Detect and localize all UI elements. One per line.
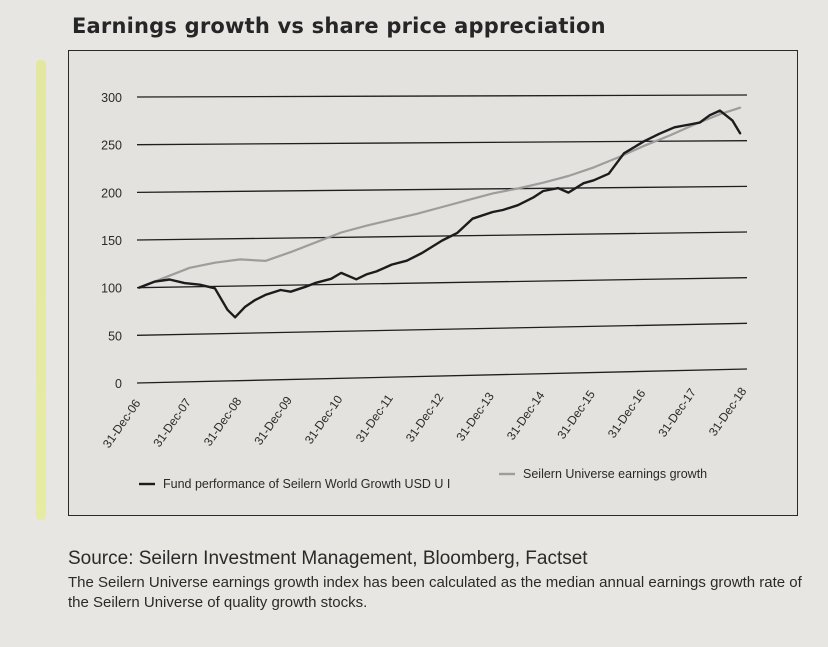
y-tick-labels: 0 50 100 150 200 250 300 [101,91,122,391]
gridline-300 [136,94,748,98]
x-tick-label-31-Dec-13: 31-Dec-13 [453,389,497,443]
grid-lines [136,94,748,384]
x-tick-label-31-Dec-08: 31-Dec-08 [201,394,245,448]
legend-earnings-label: Seilern Universe earnings growth [523,467,707,481]
x-tick-label-31-Dec-06: 31-Dec-06 [100,396,144,450]
y-tick-label-200: 200 [101,186,122,200]
x-tick-label-31-Dec-16: 31-Dec-16 [605,386,649,440]
legend-fund-label: Fund performance of Seilern World Growth… [163,477,450,491]
x-tick-label-31-Dec-11: 31-Dec-11 [353,391,396,444]
x-tick-label-31-Dec-14: 31-Dec-14 [504,388,548,442]
gridline-50 [136,322,748,336]
x-tick-label-31-Dec-15: 31-Dec-15 [554,387,598,441]
fund-performance-line [137,109,742,319]
gridline-150 [136,231,748,241]
x-tick-label-31-Dec-17: 31-Dec-17 [655,385,699,439]
page-title: Earnings growth vs share price appreciat… [72,14,606,38]
x-tick-label-31-Dec-10: 31-Dec-10 [302,392,346,446]
y-tick-label-150: 150 [101,234,122,248]
highlighter-mark [36,60,46,520]
source-caption: Source: Seilern Investment Management, B… [68,548,588,569]
x-tick-label-31-Dec-07: 31-Dec-07 [150,395,194,449]
y-tick-label-0: 0 [115,377,122,391]
earnings-growth-line [138,106,742,289]
method-note: The Seilern Universe earnings growth ind… [68,574,802,611]
x-tick-label-31-Dec-12: 31-Dec-12 [403,390,447,444]
gridline-100 [136,277,748,289]
x-tick-label-31-Dec-18: 31-Dec-18 [706,384,750,438]
series-lines [137,106,742,319]
gridline-0 [136,368,748,384]
x-tick-label-31-Dec-09: 31-Dec-09 [251,393,295,447]
y-tick-label-100: 100 [101,282,122,296]
y-tick-label-250: 250 [101,139,122,153]
y-tick-label-50: 50 [108,329,122,343]
gridline-200 [136,185,748,193]
y-tick-label-300: 300 [101,91,122,105]
legend: Fund performance of Seilern World Growth… [139,467,707,491]
chart-panel: 0 50 100 150 200 250 300 31-Dec-06 31-Dec-07 31-… [68,50,798,516]
x-tick-labels: 31-Dec-06 31-Dec-07 31-Dec-08 31-Dec-09 31-D… [100,384,750,450]
